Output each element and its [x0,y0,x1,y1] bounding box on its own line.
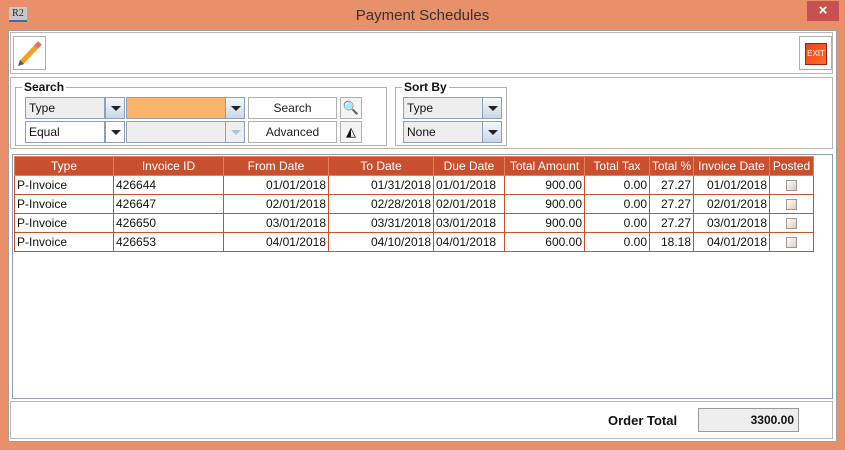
cell-to: 02/28/2018 [328,194,434,214]
advanced-search-icon[interactable]: ◭ [340,121,362,143]
col-invoice-id[interactable]: Invoice ID [113,156,224,176]
magnifier-icon[interactable]: 🔍 [340,97,362,119]
cell-pct: 27.27 [649,175,694,195]
cell-due: 04/01/2018 [433,232,505,252]
cell-type: P-Invoice [14,175,114,195]
cell-from: 01/01/2018 [223,175,329,195]
search-value2-input [126,121,226,143]
table-header: Type Invoice ID From Date To Date Due Da… [14,156,814,176]
cell-type: P-Invoice [14,232,114,252]
col-to-date[interactable]: To Date [328,156,434,176]
cell-inv-date: 03/01/2018 [693,213,770,233]
edit-button[interactable] [13,36,46,70]
sort-group: Sort By [395,80,507,146]
search-operator-select[interactable]: Equal [25,121,105,143]
table-row[interactable]: P-Invoice 426647 02/01/2018 02/28/2018 02/01… [14,194,814,214]
cell-posted [769,213,814,233]
cell-inv-date: 01/01/2018 [693,175,770,195]
cell-amount: 900.00 [504,175,585,195]
cell-to: 03/31/2018 [328,213,434,233]
cell-from: 03/01/2018 [223,213,329,233]
posted-checkbox[interactable] [786,180,797,192]
close-button[interactable]: × [807,1,839,21]
col-type[interactable]: Type [14,156,114,176]
table-row[interactable]: P-Invoice 426644 01/01/2018 01/31/2018 01/01… [14,175,814,195]
cell-tax: 0.00 [584,194,650,214]
col-total-amount[interactable]: Total Amount [504,156,585,176]
cell-invoice-id: 426653 [113,232,224,252]
col-from-date[interactable]: From Date [223,156,329,176]
exit-button[interactable]: EXIT [799,36,832,70]
cell-type: P-Invoice [14,213,114,233]
cell-pct: 27.27 [649,194,694,214]
col-total-pct[interactable]: Total % [649,156,694,176]
posted-checkbox[interactable] [786,199,797,211]
col-invoice-date[interactable]: Invoice Date [693,156,770,176]
cell-to: 01/31/2018 [328,175,434,195]
chevron-down-icon[interactable] [105,97,125,119]
app-icon: R2 [9,7,27,22]
chevron-down-icon [225,121,245,143]
sort-secondary-select[interactable]: None [403,121,483,143]
window-title: Payment Schedules [355,7,490,24]
cell-amount: 900.00 [504,213,585,233]
col-posted[interactable]: Posted [769,156,814,176]
search-button[interactable]: Search [248,97,337,119]
col-due-date[interactable]: Due Date [433,156,505,176]
sort-primary-select[interactable]: Type [403,97,483,119]
cell-tax: 0.00 [584,213,650,233]
cell-amount: 900.00 [504,194,585,214]
schedule-table: Type Invoice ID From Date To Date Due Da… [14,156,814,252]
order-total-value: 3300.00 [698,408,799,432]
pencil-icon [18,41,42,66]
posted-checkbox[interactable] [786,237,797,249]
chevron-down-icon[interactable] [225,97,245,119]
footer-panel: Order Total 3300.00 [10,401,833,439]
cell-from: 04/01/2018 [223,232,329,252]
window-client: EXIT Search Type Equal Search Advanced 🔍… [8,30,837,442]
cell-invoice-id: 426644 [113,175,224,195]
schedule-table-container: Type Invoice ID From Date To Date Due Da… [12,154,833,399]
cell-inv-date: 04/01/2018 [693,232,770,252]
chevron-down-icon[interactable] [482,121,502,143]
posted-checkbox[interactable] [786,218,797,230]
cell-amount: 600.00 [504,232,585,252]
toolbar: EXIT [10,32,833,74]
search-group: Search [15,80,387,146]
search-value-input[interactable] [126,97,226,119]
title-bar: R2 Payment Schedules × [0,0,845,30]
search-field-select[interactable]: Type [25,97,105,119]
search-panel: Search Type Equal Search Advanced 🔍 ◭ So… [10,77,833,149]
cell-due: 01/01/2018 [433,175,505,195]
cell-posted [769,194,814,214]
cell-type: P-Invoice [14,194,114,214]
advanced-button[interactable]: Advanced [248,121,337,143]
cell-invoice-id: 426647 [113,194,224,214]
chevron-down-icon[interactable] [105,121,125,143]
table-row[interactable]: P-Invoice 426653 04/01/2018 04/10/2018 04/01… [14,232,814,252]
cell-to: 04/10/2018 [328,232,434,252]
col-total-tax[interactable]: Total Tax [584,156,650,176]
sort-legend: Sort By [404,80,447,94]
cell-posted [769,232,814,252]
cell-invoice-id: 426650 [113,213,224,233]
search-legend: Search [24,80,65,94]
cell-inv-date: 02/01/2018 [693,194,770,214]
cell-due: 02/01/2018 [433,194,505,214]
cell-posted [769,175,814,195]
cell-pct: 18.18 [649,232,694,252]
cell-from: 02/01/2018 [223,194,329,214]
cell-tax: 0.00 [584,175,650,195]
table-row[interactable]: P-Invoice 426650 03/01/2018 03/31/2018 03/01… [14,213,814,233]
exit-icon: EXIT [805,43,827,65]
cell-pct: 27.27 [649,213,694,233]
cell-due: 03/01/2018 [433,213,505,233]
order-total-label: Order Total [608,413,678,428]
chevron-down-icon[interactable] [482,97,502,119]
cell-tax: 0.00 [584,232,650,252]
